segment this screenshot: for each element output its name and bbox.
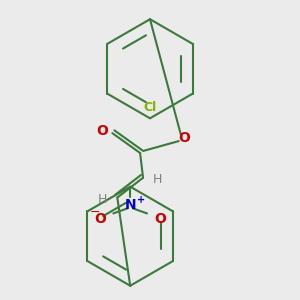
Text: +: + (137, 195, 145, 205)
Text: Cl: Cl (143, 101, 157, 114)
Text: −: − (89, 206, 100, 219)
Text: N: N (124, 198, 136, 212)
Text: H: H (98, 193, 107, 206)
Text: O: O (154, 212, 166, 226)
Text: H: H (153, 173, 162, 186)
Text: O: O (94, 212, 106, 226)
Text: O: O (97, 124, 108, 138)
Text: O: O (179, 131, 190, 145)
